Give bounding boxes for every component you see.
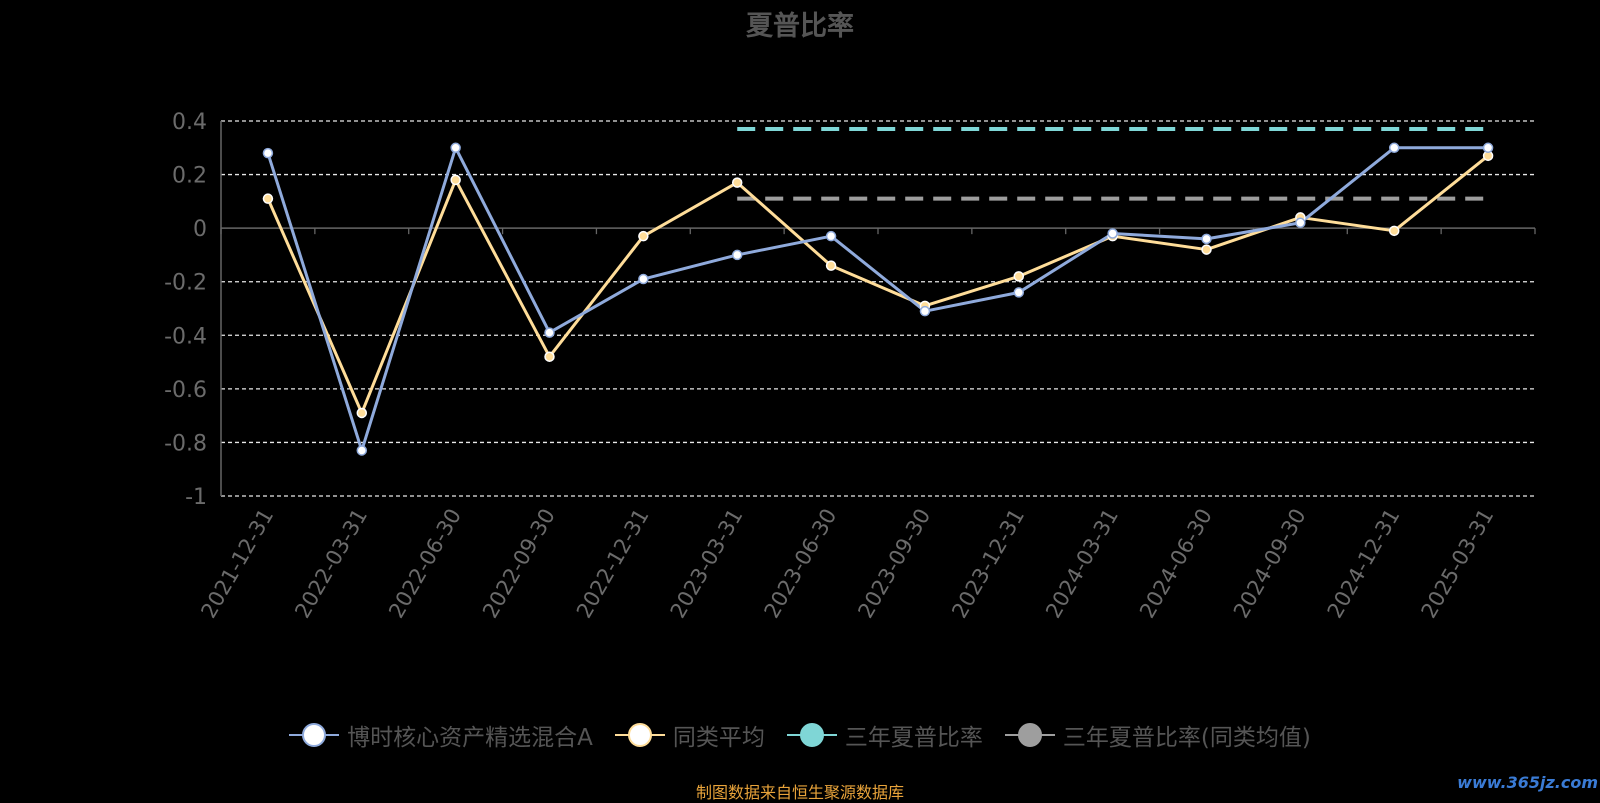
reference-lines [737,127,1489,201]
y-tick-label: -0.8 [164,431,207,456]
legend-dot-icon [302,723,327,747]
data-point [356,407,368,419]
x-tick-label: 2023-09-30 [853,505,935,623]
data-point [825,260,837,271]
x-tick-label: 2024-12-31 [1323,505,1405,623]
grid-lines [221,120,1535,497]
data-point [638,273,649,285]
x-tick-label: 2025-03-31 [1417,505,1499,623]
legend-swatch-icon [786,722,837,748]
data-point [1013,287,1025,298]
legend-item[interactable]: 同类平均 [614,718,765,752]
data-point [262,193,274,204]
legend-label: 同类平均 [672,725,765,751]
legend-swatch-icon [614,722,665,748]
data-point [1107,228,1118,239]
data-point [919,305,931,317]
x-tick-label: 2022-03-31 [290,505,372,623]
chart-plot: 0.40.20-0.2-0.4-0.6-0.8-1 2021-12-31 2022… [164,110,1536,622]
series-lines [262,142,1494,456]
y-tick-label: 0.2 [172,164,207,189]
data-point [262,147,274,159]
legend-dot-icon [1017,723,1042,747]
data-source-note: 制图数据来自恒生聚源数据库 [695,783,904,802]
data-point [1013,271,1025,282]
data-point [825,230,837,242]
legend: 博时核心资产精选混合A 同类平均 三年夏普比率 三年夏普比率(同类均值) [0,718,1600,752]
x-tick-label: 2023-03-31 [666,505,748,623]
x-tick-label: 2024-03-31 [1041,505,1123,623]
series-line [266,146,1489,452]
chart-title: 夏普比率 [746,11,854,42]
watermark: www.365jz.com [1457,773,1598,792]
data-point [1482,142,1494,154]
y-tick-label: -0.6 [164,378,207,403]
legend-swatch-icon [289,722,340,748]
axes [220,121,1536,496]
data-point [1388,142,1400,154]
data-point [1201,233,1212,245]
legend-swatch-icon [1004,722,1055,748]
x-tick-label: 2022-12-31 [572,505,654,623]
data-point [356,445,368,456]
data-point [1388,225,1400,237]
legend-item[interactable]: 三年夏普比率 [786,718,983,752]
y-tick-label: -0.4 [164,324,207,349]
x-tick-label: 2024-06-30 [1135,505,1217,623]
data-point [731,177,743,188]
y-tick-label: -0.2 [164,271,207,296]
data-point [731,249,743,261]
legend-label: 博时核心资产精选混合A [347,725,593,751]
x-tick-label: 2023-06-30 [760,505,842,623]
legend-dot-icon [627,723,652,747]
data-point [450,142,461,154]
x-tick-label: 2024-09-30 [1229,505,1311,623]
legend-item[interactable]: 三年夏普比率(同类均值) [1004,718,1311,752]
data-point [544,327,555,338]
y-tick-label: 0.4 [172,110,207,135]
y-tick-labels: 0.4 0.2 0 -0.2 -0.4 -0.6 -0.8 -1 [164,110,207,510]
data-point [544,351,555,362]
legend-label: 三年夏普比率(同类均值) [1062,725,1311,751]
data-point [450,174,461,186]
x-tick-labels: 2021-12-31 2022-03-31 2022-06-30 2022-09-30… [196,504,1498,622]
data-point [1295,217,1306,229]
y-tick-label: -1 [185,485,207,510]
data-point [1201,244,1212,255]
x-tick-label: 2022-09-30 [478,505,560,623]
y-tick-label: 0 [193,217,207,242]
x-tick-label: 2021-12-31 [196,505,278,623]
data-point [638,230,649,242]
legend-dot-icon [799,723,824,747]
series-line [266,154,1490,415]
legend-label: 三年夏普比率 [844,725,983,751]
x-tick-label: 2022-06-30 [384,504,466,622]
legend-item[interactable]: 博时核心资产精选混合A [289,718,593,752]
x-tick-label: 2023-12-31 [947,505,1029,623]
